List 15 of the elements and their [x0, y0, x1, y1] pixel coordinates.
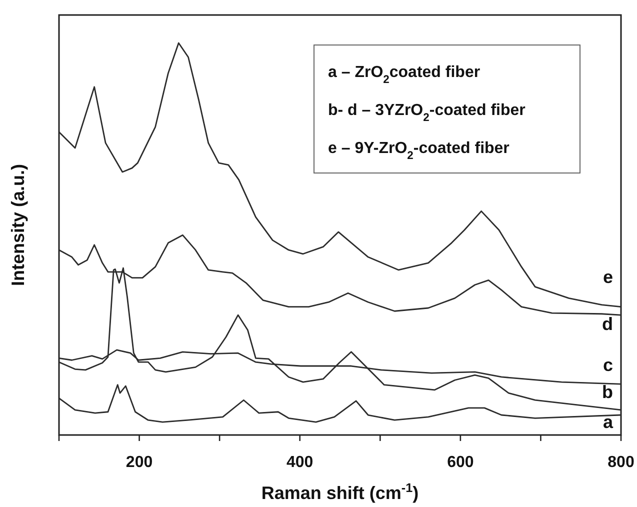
- text-box: a – ZrO$_{2}$coated fiber b- d – 3YZrO$_{2}$-coated fiber e – 9Y-ZrO$_{2}$-coated fiber: [314, 44, 580, 174]
- series-label: c: [602, 354, 613, 375]
- annotation: e – 9Y-ZrO$_{2}$-coated fiber: [328, 140, 510, 162]
- x-tick-label: 400: [286, 454, 314, 471]
- annotation: b- d – 3YZrO$_{2}$-coated fiber: [328, 102, 526, 124]
- series-label: d: [602, 314, 613, 334]
- x-axis-title: Raman shift (cm$^{-1}$): [261, 481, 419, 503]
- series-label: b: [602, 382, 613, 402]
- y-axis-title: Intensity (a.u.): [8, 164, 28, 286]
- series-label: a: [602, 412, 614, 432]
- x-tick-label: 600: [447, 454, 474, 471]
- series-label: e: [602, 266, 613, 287]
- x-tick-label: 200: [126, 454, 153, 471]
- x-tick-label: 800: [608, 454, 634, 471]
- annotation: a – ZrO$_{2}$coated fiber: [328, 64, 480, 86]
